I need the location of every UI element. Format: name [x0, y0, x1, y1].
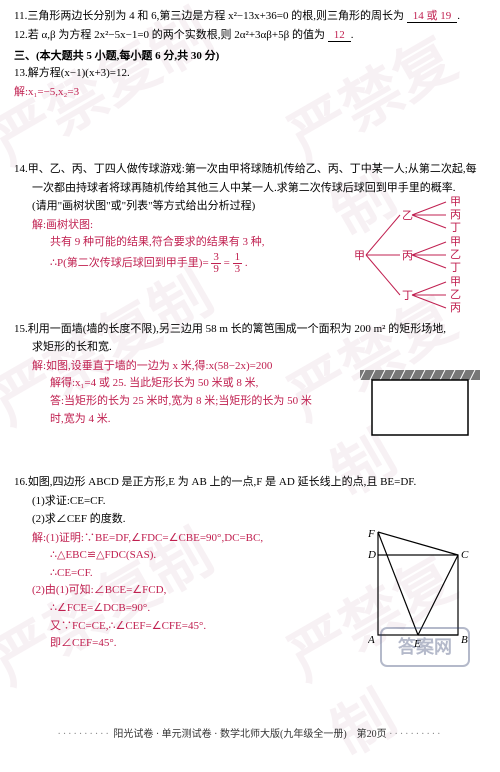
- q16-line3: (2)求∠CEF 的度数.: [14, 511, 486, 528]
- tree-l2-2-0: 甲: [450, 276, 461, 288]
- q13-text: 13.解方程(x−1)(x+3)=12.: [14, 65, 486, 82]
- q14-frac1-n: 3: [211, 252, 221, 264]
- q12-answer: 12: [328, 29, 351, 42]
- q14-frac2-n: 1: [233, 252, 243, 264]
- label-f: F: [368, 530, 375, 540]
- tree-l2-2-1: 乙: [450, 288, 461, 301]
- q14-sol3e: .: [245, 257, 248, 269]
- tree-l1-2: 丁: [402, 290, 413, 302]
- q11-eq: x²−13x+36=0: [228, 10, 288, 22]
- footer-text: 阳光试卷 · 单元测试卷 · 数学北师大版(九年级全一册) 第20页: [113, 729, 386, 740]
- q14-line1: 14.甲、乙、丙、丁四人做传球游戏:第一次由甲将球随机传给乙、丙、丁中某一人;从…: [14, 161, 486, 178]
- tree-l2-0-1: 丙: [450, 209, 461, 221]
- tree-l2-1-2: 丁: [450, 262, 461, 274]
- q13-solution: 解:x₁=−5,x₂=3: [14, 84, 486, 102]
- tree-l1-0: 乙: [402, 209, 413, 222]
- q11-prefix: 11.三角形两边长分别为 4 和 6,第三边是方程: [14, 10, 228, 22]
- q15-line2: 求矩形的长和宽.: [14, 339, 486, 356]
- q14-sol3c: =: [224, 257, 230, 269]
- q15-line1: 15.利用一面墙(墙的长度不限),另三边用 58 m 长的篱笆围成一个面积为 2…: [14, 321, 486, 338]
- rect-diagram: [360, 370, 480, 440]
- tree-l2-2-2: 丙: [450, 302, 461, 314]
- q14-frac2-d: 3: [233, 264, 243, 275]
- q16-line2: (1)求证:CE=CF.: [14, 493, 486, 510]
- q14-frac1-d: 9: [211, 264, 221, 275]
- label-c: C: [461, 549, 469, 561]
- tree-root: 甲: [354, 250, 365, 262]
- tree-l2-0-2: 丁: [450, 222, 461, 234]
- question-11: 11.三角形两边长分别为 4 和 6,第三边是方程 x²−13x+36=0 的根…: [14, 8, 486, 25]
- q12-prefix: 12.若 α,β 为方程 2x²−5x−1=0 的两个实数根,则 2α²+3αβ…: [14, 29, 325, 41]
- tree-l2-1-0: 甲: [450, 236, 461, 248]
- tree-l2-1-1: 乙: [450, 248, 461, 261]
- footer-dots-l: ··········: [58, 729, 111, 740]
- tree-l2-0-0: 甲: [450, 196, 461, 208]
- q11-mid: 的根,则三角形的周长为: [289, 10, 405, 22]
- q16-line1: 16.如图,四边形 ABCD 是正方形,E 为 AB 上的一点,F 是 AD 延…: [14, 474, 486, 491]
- question-12: 12.若 α,β 为方程 2x²−5x−1=0 的两个实数根,则 2α²+3αβ…: [14, 27, 486, 44]
- answer-stamp: 答案网: [380, 627, 470, 667]
- q14-sol3a: ∴P(第二次传球后球回到甲手里)=: [50, 257, 209, 269]
- footer-dots-r: ··········: [389, 729, 442, 740]
- label-d: D: [368, 549, 376, 561]
- page-footer: ·········· 阳光试卷 · 单元测试卷 · 数学北师大版(九年级全一册)…: [0, 725, 500, 740]
- label-a: A: [368, 634, 375, 646]
- q11-answer: 14 或 19: [407, 10, 458, 23]
- tree-diagram: 甲 乙 丙 丁 甲 丙 丁 甲 乙 丁 甲 乙 丙: [350, 190, 490, 320]
- q11-suffix: .: [457, 10, 460, 22]
- section-3-title: 三、(本大题共 5 小题,每小题 6 分,共 30 分): [14, 47, 486, 63]
- stamp-text: 答案网: [398, 636, 452, 657]
- question-13: 13.解方程(x−1)(x+3)=12. 解:x₁=−5,x₂=3: [14, 65, 486, 101]
- q12-suffix: .: [351, 29, 354, 41]
- page-content: 11.三角形两边长分别为 4 和 6,第三边是方程 x²−13x+36=0 的根…: [0, 0, 500, 687]
- tree-l1-1: 丙: [402, 250, 413, 262]
